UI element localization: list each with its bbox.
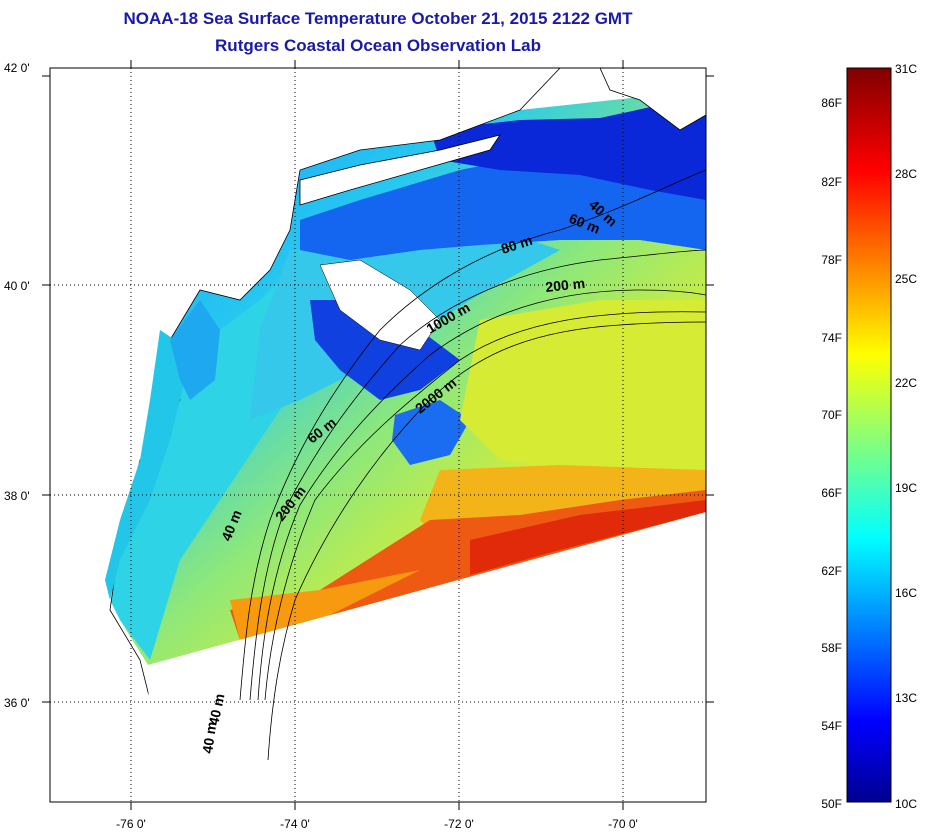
map-subtitle: Rutgers Coastal Ocean Observation Lab xyxy=(215,36,541,55)
lat-label-36: 36 0' xyxy=(4,696,30,710)
cb-f-label: 74F xyxy=(821,331,842,345)
chesapeake-bay xyxy=(105,330,185,600)
lon-label-74: -74 0' xyxy=(280,817,310,831)
cb-c-label: 25C xyxy=(895,272,917,286)
depth-label: 40 m xyxy=(199,721,219,755)
warm-south xyxy=(230,570,420,640)
tick-marks xyxy=(42,60,714,810)
warm-offshore xyxy=(460,300,706,470)
cb-f-label: 82F xyxy=(821,175,842,189)
lat-label-42: 42 0' xyxy=(4,61,30,75)
cb-f-label: 86F xyxy=(821,96,842,110)
colorbar xyxy=(846,67,892,803)
land-cape-cod xyxy=(599,68,706,131)
lon-label-70: -70 0' xyxy=(608,817,638,831)
land-west xyxy=(50,68,561,802)
cb-f-label: 66F xyxy=(821,486,842,500)
land-southeast xyxy=(148,512,706,802)
lat-label-38: 38 0' xyxy=(4,489,30,503)
delaware-bay xyxy=(170,300,220,400)
land-nj-cloud xyxy=(319,259,441,351)
cb-f-label: 78F xyxy=(821,253,842,267)
cb-c-label: 13C xyxy=(895,691,917,705)
cold-water-deep xyxy=(430,95,706,200)
lon-label-76: -76 0' xyxy=(116,817,146,831)
map-title: NOAA-18 Sea Surface Temperature October … xyxy=(123,9,633,28)
cb-c-label: 31C xyxy=(895,62,917,76)
lon-label-72: -72 0' xyxy=(444,817,474,831)
colorbar-celsius-labels: 31C 28C 25C 22C 19C 16C 13C 10C xyxy=(895,62,917,811)
cb-f-label: 70F xyxy=(821,408,842,422)
cb-c-label: 19C xyxy=(895,481,917,495)
lat-label-40: 40 0' xyxy=(4,279,30,293)
bathymetry-contours xyxy=(239,169,706,761)
gulf-stream-core xyxy=(470,500,706,575)
cold-water-nj xyxy=(310,300,460,400)
cb-c-label: 22C xyxy=(895,376,917,390)
graticule xyxy=(50,68,706,802)
cb-f-label: 58F xyxy=(821,641,842,655)
map-frame xyxy=(49,67,707,803)
cb-c-label: 16C xyxy=(895,586,917,600)
cb-c-label: 10C xyxy=(895,797,917,811)
cb-c-label: 28C xyxy=(895,167,917,181)
cb-f-label: 62F xyxy=(821,564,842,578)
land-long-island xyxy=(299,134,501,206)
sst-image xyxy=(50,68,706,802)
colorbar-fahrenheit-labels: 86F 82F 78F 74F 70F 66F 62F 58F 54F 50F xyxy=(821,96,842,811)
depth-label: 40 m xyxy=(205,692,227,727)
cb-f-label: 54F xyxy=(821,719,842,733)
cold-eddy xyxy=(392,400,470,465)
depth-label: 200 m xyxy=(545,275,586,295)
cb-f-label: 50F xyxy=(821,797,842,811)
